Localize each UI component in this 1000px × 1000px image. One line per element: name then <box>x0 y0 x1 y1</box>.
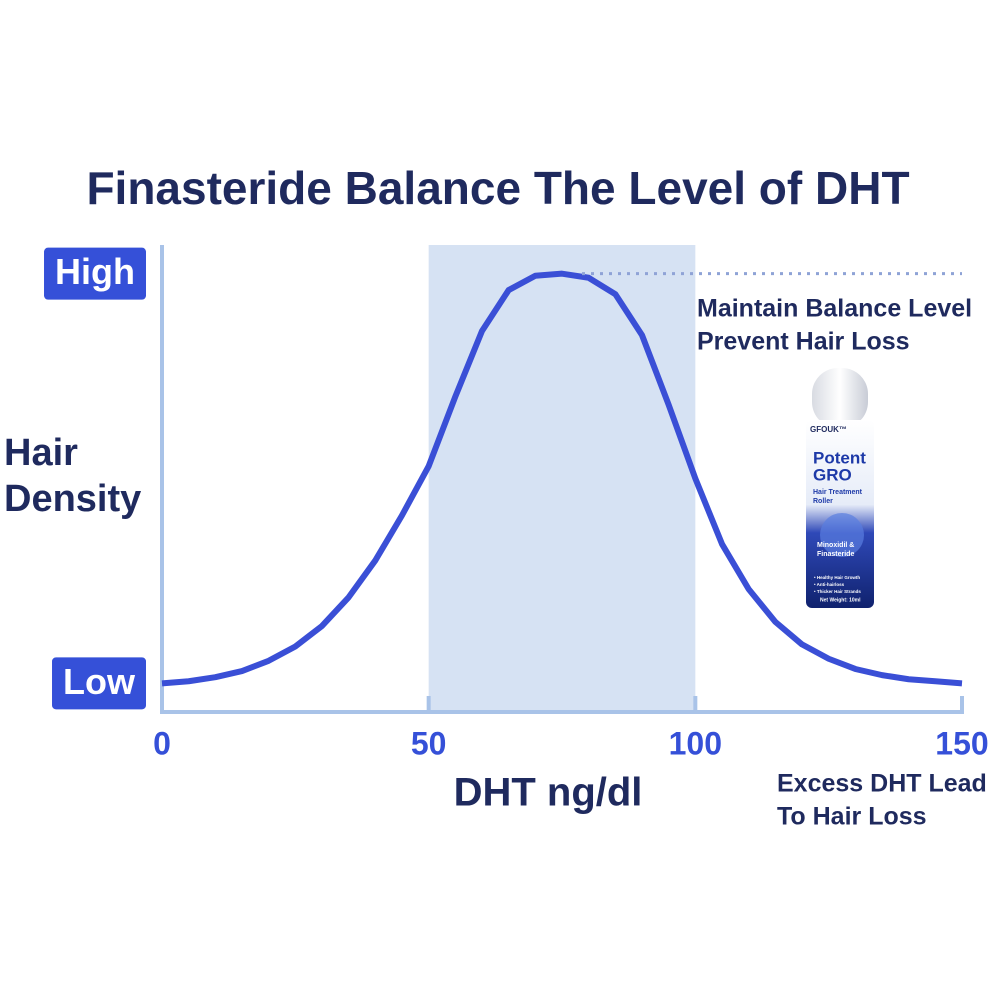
annotation: Prevent Hair Loss <box>697 328 910 356</box>
product-bullet: • Anti-hairloss <box>814 582 845 587</box>
product-ingredients: Minoxidil & <box>817 542 854 549</box>
annotation: Excess DHT Lead <box>777 770 987 798</box>
product-bullet: • Healthy Hair Growth <box>814 575 860 580</box>
y-tick-box <box>44 247 146 300</box>
product-subtitle: Hair Treatment <box>813 489 863 496</box>
product-ingredients: Finasteride <box>817 551 854 558</box>
chart-title: Finasteride Balance The Level of DHT <box>86 162 909 214</box>
y-tick: Low <box>52 657 146 710</box>
bottle-cap <box>812 368 868 428</box>
product-bullet: • Thicker Hair Strands <box>814 589 861 594</box>
highlight-band <box>428 245 696 712</box>
y-tick-box <box>52 657 146 710</box>
y-tick: High <box>44 247 146 300</box>
x-tick-label: 150 <box>935 725 988 761</box>
bottle-graphic <box>820 513 864 557</box>
data-line <box>161 270 963 687</box>
x-tick-label: 100 <box>669 725 722 761</box>
product-name: GRO <box>813 465 852 484</box>
y-tick-label: Low <box>63 661 136 702</box>
product-name: Potent <box>813 448 866 467</box>
x-tick-label: 0 <box>153 725 171 761</box>
y-tick-label: High <box>55 251 135 292</box>
product-brand: GFOUK™ <box>810 425 847 434</box>
product-weight: Net Weight: 10ml <box>820 597 861 603</box>
y-axis-label-box: Hair Density <box>4 432 142 520</box>
x-tick-label: 50 <box>411 725 447 761</box>
annotation: To Hair Loss <box>777 803 927 831</box>
product-subtitle: Roller <box>813 498 833 505</box>
annotation: Maintain Balance Level <box>697 295 972 323</box>
x-axis-label: DHT ng/dl <box>454 771 643 815</box>
y-axis-label: Hair Density <box>4 432 142 520</box>
